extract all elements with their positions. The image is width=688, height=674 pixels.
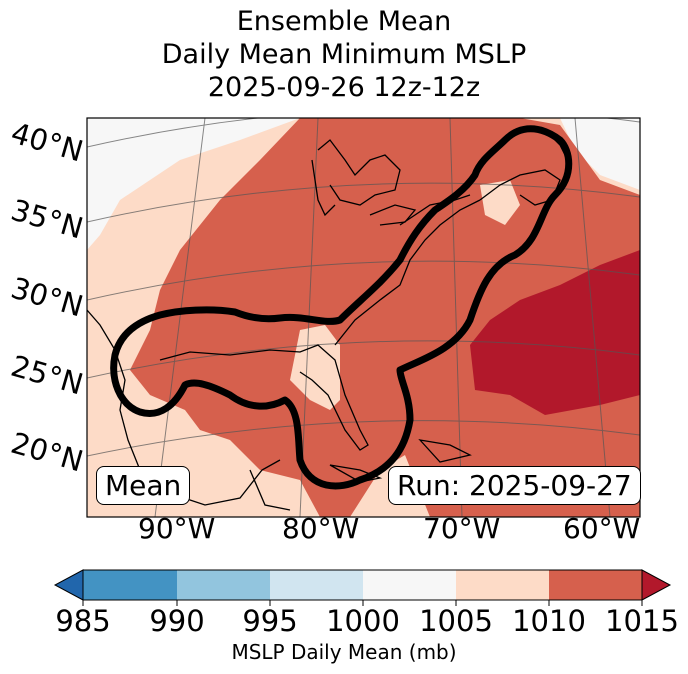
- colorbar-tick-990: 990: [149, 604, 205, 638]
- colorbar-tick-marks: [82, 600, 643, 606]
- colorbar-extend-high: [641, 569, 672, 601]
- lon-label-70w: 70°W: [423, 512, 501, 545]
- lon-label-60w: 60°W: [563, 512, 641, 545]
- colorbar-label: MSLP Daily Mean (mb): [231, 640, 457, 664]
- forecast-contour: [110, 125, 573, 490]
- colorbar-segment-985-990: [83, 570, 177, 600]
- pressure-fill-red-main: [130, 118, 640, 517]
- title-line-1: Ensemble Mean: [236, 6, 452, 37]
- colorbar-tick-985: 985: [55, 604, 111, 638]
- map-border: [86, 117, 641, 518]
- colorbar-tick-995: 995: [242, 604, 298, 638]
- colorbar-segment-995-1000: [270, 570, 363, 600]
- map-panel: [86, 117, 641, 518]
- mean-label: Mean: [96, 466, 191, 505]
- colorbar-tick-1010: 1010: [512, 604, 586, 638]
- pressure-fill-peach-ne-pocket: [480, 180, 520, 225]
- run-date-label: Run: 2025-09-27: [388, 466, 641, 505]
- colorbar-tick-1005: 1005: [419, 604, 493, 638]
- title-line-2: Daily Mean Minimum MSLP: [161, 39, 527, 70]
- colorbar-tick-1015: 1015: [605, 604, 679, 638]
- colorbar-extend-low: [53, 569, 84, 601]
- colorbar-segment-1000-1005: [363, 570, 456, 600]
- pressure-fill-light-north: [87, 118, 300, 250]
- colorbar-segment-1010-1015: [549, 570, 642, 600]
- colorbar-segment-990-995: [177, 570, 270, 600]
- lon-label-80w: 80°W: [282, 512, 360, 545]
- lon-label-90w: 90°W: [138, 512, 216, 545]
- title-line-3: 2025-09-26 12z-12z: [207, 72, 481, 103]
- colorbar-segment-1005-1010: [456, 570, 549, 600]
- pressure-fill-light-ne: [560, 118, 640, 190]
- colorbar-tick-1000: 1000: [326, 604, 400, 638]
- graticule: [87, 118, 640, 517]
